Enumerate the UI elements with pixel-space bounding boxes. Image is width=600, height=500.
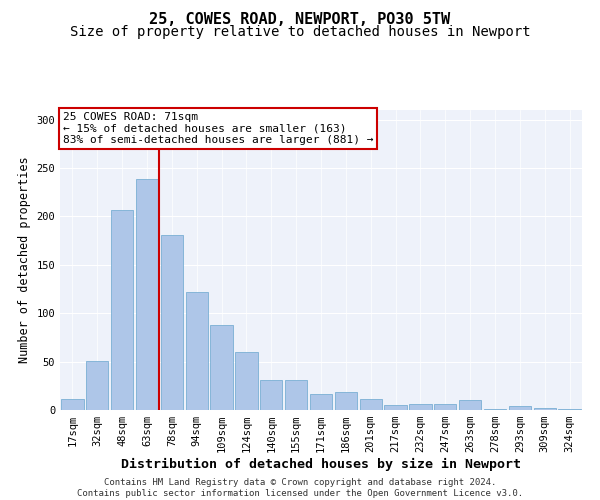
Bar (211, 325, 233, 410)
Bar (285, 380, 307, 410)
Bar (161, 235, 183, 410)
Bar (509, 406, 531, 410)
Bar (335, 392, 357, 410)
Bar (434, 404, 457, 410)
Bar (136, 178, 158, 410)
Bar (61, 400, 83, 410)
Bar (86, 360, 109, 410)
Text: 25 COWES ROAD: 71sqm
← 15% of detached houses are smaller (163)
83% of semi-deta: 25 COWES ROAD: 71sqm ← 15% of detached h… (62, 112, 373, 144)
Bar (185, 292, 208, 410)
Bar (260, 380, 283, 410)
Bar (359, 400, 382, 410)
Bar (235, 352, 257, 410)
Text: 25, COWES ROAD, NEWPORT, PO30 5TW: 25, COWES ROAD, NEWPORT, PO30 5TW (149, 12, 451, 28)
Bar (459, 400, 481, 410)
Text: Contains HM Land Registry data © Crown copyright and database right 2024.
Contai: Contains HM Land Registry data © Crown c… (77, 478, 523, 498)
Bar (559, 409, 581, 410)
Bar (111, 210, 133, 410)
Bar (484, 409, 506, 410)
Text: Size of property relative to detached houses in Newport: Size of property relative to detached ho… (70, 25, 530, 39)
Bar (533, 408, 556, 410)
Bar (409, 404, 431, 410)
Bar (385, 405, 407, 410)
X-axis label: Distribution of detached houses by size in Newport: Distribution of detached houses by size … (121, 458, 521, 471)
Y-axis label: Number of detached properties: Number of detached properties (18, 156, 31, 364)
Bar (310, 394, 332, 410)
